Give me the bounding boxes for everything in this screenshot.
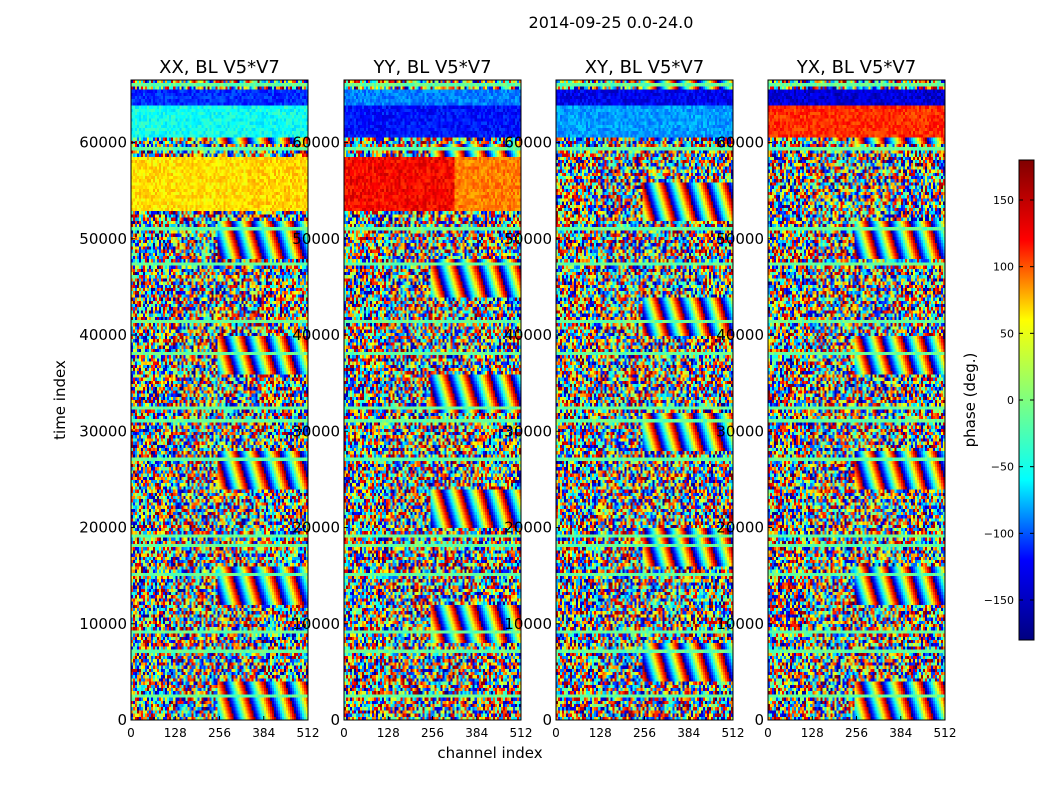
y-tick-label: 10000 xyxy=(79,615,127,633)
y-tick-label: 30000 xyxy=(504,422,552,440)
x-tick-label: 512 xyxy=(510,726,533,740)
x-tick-label: 128 xyxy=(589,726,612,740)
x-tick-label: 512 xyxy=(722,726,745,740)
y-tick-label: 40000 xyxy=(504,326,552,344)
y-tick-label: 50000 xyxy=(716,230,764,248)
figure-suptitle: 2014-09-25 0.0-24.0 xyxy=(529,13,694,32)
colorbar-tick-label: 150 xyxy=(993,194,1014,207)
y-tick-label: 60000 xyxy=(504,134,552,152)
y-tick-label: 60000 xyxy=(716,134,764,152)
x-tick-label: 0 xyxy=(552,726,560,740)
phase-raster xyxy=(768,80,945,720)
y-tick-label: 30000 xyxy=(79,422,127,440)
x-tick-label: 384 xyxy=(677,726,700,740)
x-tick-label: 0 xyxy=(764,726,772,740)
y-tick-label: 20000 xyxy=(292,519,340,537)
y-tick-label: 10000 xyxy=(504,615,552,633)
x-tick-label: 384 xyxy=(252,726,275,740)
y-tick-label: 60000 xyxy=(79,134,127,152)
y-tick-label: 50000 xyxy=(79,230,127,248)
y-tick-label: 10000 xyxy=(292,615,340,633)
y-tick-label: 60000 xyxy=(292,134,340,152)
phase-raster xyxy=(131,80,308,720)
x-tick-label: 128 xyxy=(164,726,187,740)
x-tick-label: 0 xyxy=(127,726,135,740)
phase-raster xyxy=(344,80,521,720)
panel-4: YX, BL V5*V7 0 128 256 384 512 0 10000 20000 3000… xyxy=(716,57,956,740)
y-tick-label: 50000 xyxy=(504,230,552,248)
y-tick-label: 50000 xyxy=(292,230,340,248)
colorbar: 150 100 50 0 −50 −100 −150 xyxy=(984,159,1035,641)
y-tick-label: 30000 xyxy=(292,422,340,440)
x-tick-label: 384 xyxy=(465,726,488,740)
y-tick-label: 40000 xyxy=(292,326,340,344)
x-tick-label: 256 xyxy=(845,726,868,740)
x-tick-label: 512 xyxy=(934,726,957,740)
y-tick-label: 0 xyxy=(754,711,764,729)
y-tick-label: 20000 xyxy=(504,519,552,537)
colorbar-tick-label: −50 xyxy=(991,461,1014,474)
panel-3: XY, BL V5*V7 0 128 256 384 512 0 10000 20000 3000… xyxy=(504,57,744,740)
colorbar-tick-label: 0 xyxy=(1007,394,1014,407)
x-tick-label: 384 xyxy=(889,726,912,740)
panel-title: YY, BL V5*V7 xyxy=(372,57,491,78)
x-tick-label: 256 xyxy=(633,726,656,740)
y-tick-label: 20000 xyxy=(716,519,764,537)
x-tick-label: 128 xyxy=(377,726,400,740)
panel-1: XX, BL V5*V7 0 128 256 384 512 0 10000 20000 3000… xyxy=(79,57,319,740)
colorbar-tick-label: 100 xyxy=(993,261,1014,274)
colorbar-tick-label: 50 xyxy=(1000,327,1014,340)
colorbar-tick-label: −150 xyxy=(984,594,1014,607)
y-axis-label: time index xyxy=(51,360,69,440)
y-tick-label: 0 xyxy=(117,711,127,729)
panel-title: XY, BL V5*V7 xyxy=(585,57,704,78)
x-tick-label: 128 xyxy=(801,726,824,740)
x-tick-label: 512 xyxy=(297,726,320,740)
x-axis-label: channel index xyxy=(437,744,542,762)
y-tick-label: 10000 xyxy=(716,615,764,633)
x-tick-label: 0 xyxy=(340,726,348,740)
y-tick-label: 40000 xyxy=(716,326,764,344)
panel-2: YY, BL V5*V7 0 128 256 384 512 0 10000 20000 3000… xyxy=(292,57,532,740)
colorbar-tick-label: −100 xyxy=(984,527,1014,540)
y-tick-label: 0 xyxy=(330,711,340,729)
y-tick-label: 40000 xyxy=(79,326,127,344)
y-tick-label: 20000 xyxy=(79,519,127,537)
panels-layer: XX, BL V5*V7 0 128 256 384 512 0 10000 20000 3000… xyxy=(79,57,956,740)
panel-title: YX, BL V5*V7 xyxy=(796,57,916,78)
phase-raster xyxy=(556,80,733,720)
x-tick-label: 256 xyxy=(421,726,444,740)
colorbar-label: phase (deg.) xyxy=(961,353,979,448)
y-tick-label: 0 xyxy=(542,711,552,729)
y-tick-label: 30000 xyxy=(716,422,764,440)
panel-title: XX, BL V5*V7 xyxy=(159,57,280,78)
x-tick-label: 256 xyxy=(208,726,231,740)
